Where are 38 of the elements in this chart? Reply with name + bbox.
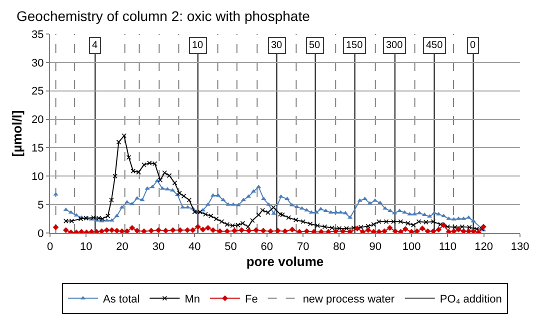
x-tick-label: 90	[369, 241, 382, 254]
x-tick-label: 100	[402, 241, 421, 254]
y-tick-label: 10	[32, 170, 44, 183]
annotation: 10	[192, 40, 204, 51]
y-tick-label: 15	[32, 142, 44, 155]
annotation: 150	[346, 40, 364, 51]
x-tick-label: 50	[224, 241, 237, 254]
y-tick-label: 0	[38, 228, 44, 240]
y-tick-label: 25	[32, 86, 44, 98]
annotation: 50	[309, 40, 321, 51]
x-tick-label: 10	[80, 241, 92, 254]
x-tick-label: 20	[116, 241, 128, 254]
x-tick-label: 130	[510, 241, 530, 254]
x-tick-label: 70	[296, 241, 310, 254]
x-tick-label: 60	[260, 241, 274, 254]
chart-title: Geochemistry of column 2: oxic with phosphate	[16, 8, 310, 24]
annotation: 30	[271, 40, 283, 51]
y-tick-label: 5	[38, 199, 44, 212]
legend-label: As total	[103, 294, 140, 306]
y-tick-label: 30	[32, 57, 44, 70]
x-tick-label: 0	[46, 241, 54, 254]
legend-label: Fe	[244, 294, 258, 306]
annotation: 4	[92, 40, 98, 51]
x-tick-label: 40	[188, 241, 201, 254]
y-tick-label: 35	[32, 28, 44, 41]
annotation: 0	[470, 40, 476, 51]
annotation: 300	[386, 40, 404, 51]
x-tick-label: 30	[152, 241, 165, 254]
legend-label: Mn	[184, 294, 200, 306]
legend-label: new process water	[302, 294, 395, 306]
x-tick-label: 120	[474, 241, 494, 254]
x-axis-title: pore volume	[246, 254, 324, 269]
legend-label: PO₄ addition	[440, 294, 502, 306]
x-tick-label: 80	[333, 241, 346, 254]
y-axis-title: [µmol/l]	[10, 110, 24, 157]
y-tick-label: 20	[32, 114, 44, 126]
annotation: 450	[426, 40, 444, 51]
x-tick-label: 110	[438, 241, 456, 254]
